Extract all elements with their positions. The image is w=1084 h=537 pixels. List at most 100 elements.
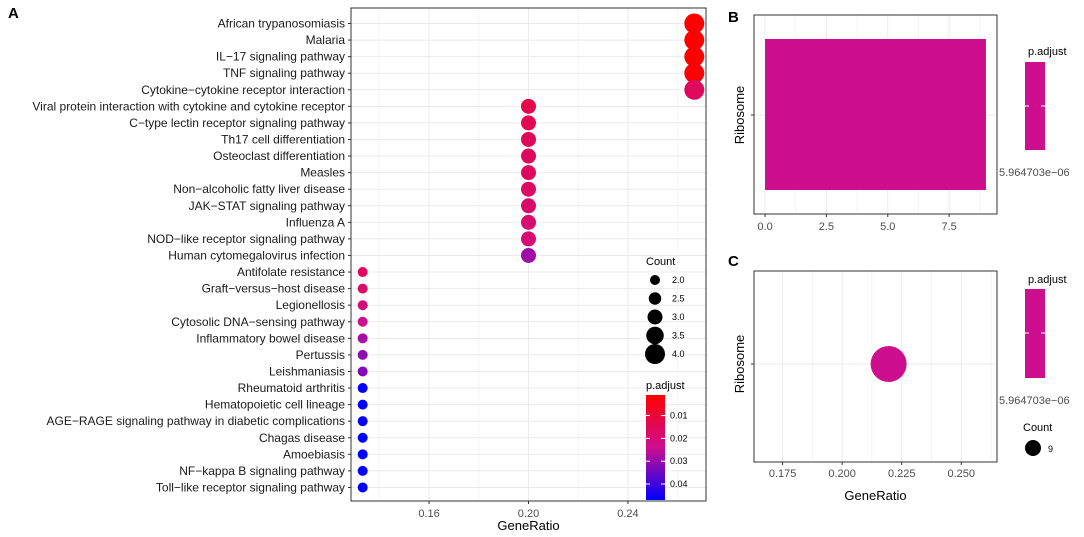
panel-c-border xyxy=(753,270,998,463)
panel-a-point xyxy=(521,231,536,247)
panel-c-x-tick-label: 0.250 xyxy=(947,468,975,480)
panel-a-point xyxy=(357,283,368,294)
panel-a-point xyxy=(357,316,368,327)
panel-a-count-legend-label: 2.0 xyxy=(672,275,685,285)
panel-b-x-tick-label: 2.5 xyxy=(819,221,834,233)
panel-a-x-tick-label: 0.16 xyxy=(418,508,439,520)
panel-c-count-legend-title: Count xyxy=(1023,422,1052,434)
panel-a-point xyxy=(357,416,368,427)
panel-a-point xyxy=(684,13,705,34)
panel-a-point xyxy=(684,63,705,84)
panel-c-padjust-legend-label: 5.964703e−06 xyxy=(999,395,1070,407)
panel-b-letter: B xyxy=(728,9,739,26)
panel-a-category-label: Malaria xyxy=(306,33,346,47)
panel-a-padjust-colorbar xyxy=(646,395,665,500)
panel-b-bar xyxy=(765,39,986,190)
panel-a-padjust-legend-label: 0.02 xyxy=(670,433,688,443)
panel-b-x-tick-label: 0.0 xyxy=(757,221,772,233)
panel-a-category-label: TNF signaling pathway xyxy=(223,66,345,80)
panel-a-category-label: Viral protein interaction with cytokine … xyxy=(32,99,345,113)
panel-c-point xyxy=(870,346,907,382)
panel-a-category-label: Amoebiasis xyxy=(283,447,345,461)
panel-a-point xyxy=(521,247,536,263)
panel-a-category-label: Non−alcoholic fatty liver disease xyxy=(173,182,345,196)
panel-a-point xyxy=(357,449,368,460)
panel-b-padjust-legend-title: p.adjust xyxy=(1028,46,1067,58)
panel-a-category-label: Human cytomegalovirus infection xyxy=(168,248,345,262)
panel-a-x-tick-label: 0.20 xyxy=(518,508,539,520)
panel-a-category-label: Toll−like receptor signaling pathway xyxy=(156,480,345,494)
panel-a-padjust-legend-label: 0.04 xyxy=(670,479,688,489)
panel-a-padjust-legend-label: 0.01 xyxy=(670,411,688,421)
panel-a-count-legend-label: 3.5 xyxy=(672,331,685,341)
panel-a-point xyxy=(521,98,536,114)
panel-a-count-legend-label: 4.0 xyxy=(672,349,685,359)
panel-a-point xyxy=(357,432,368,443)
panel-a-point xyxy=(521,181,536,197)
panel-c-dotplot: Ribosome 0.175 0.200 0.225 0.250 GeneRatio p.a… xyxy=(732,270,1070,503)
panel-a-point xyxy=(357,399,368,410)
panel-a-count-legend-dot xyxy=(648,292,662,305)
panel-a-padjust-legend-title: p.adjust xyxy=(646,380,685,392)
panel-a-x-axis-title: GeneRatio xyxy=(497,518,559,533)
panel-a-category-label: African trypanosomiasis xyxy=(218,17,345,31)
panel-c-count-legend-dot xyxy=(1025,440,1041,456)
panel-a-category-label: JAK−STAT signaling pathway xyxy=(189,199,345,213)
panel-a-count-legend-dot xyxy=(645,344,665,364)
panel-a-count-legend-dot xyxy=(647,309,663,325)
panel-c-x-tick-label: 0.175 xyxy=(769,468,797,480)
panel-a-point xyxy=(684,30,705,51)
panel-a-point xyxy=(521,165,536,181)
panel-a-point xyxy=(521,214,536,230)
panel-a-count-legend-dot xyxy=(650,275,660,285)
panel-c-x-axis-title: GeneRatio xyxy=(844,488,906,503)
panel-b-barplot: Ribosome 0.0 2.5 5.0 7.5 p.adjust 5.964703e−06 xyxy=(732,14,1070,233)
panel-b-padjust-legend-label: 5.964703e−06 xyxy=(999,167,1070,179)
panel-c-x-tick-label: 0.225 xyxy=(888,468,916,480)
panel-c-x-tick-label: 0.200 xyxy=(828,468,856,480)
panel-a-count-legend-label: 2.5 xyxy=(672,294,685,304)
panel-a-x-tick-label: 0.24 xyxy=(617,508,638,520)
panel-b-x-tick-label: 7.5 xyxy=(941,221,956,233)
panel-a-point xyxy=(357,482,368,493)
panel-c-padjust-colorbar xyxy=(1025,289,1045,378)
panel-a-point xyxy=(684,79,705,100)
panel-a-point xyxy=(357,333,368,344)
panel-a-category-label: Cytokine−cytokine receptor interaction xyxy=(141,83,345,97)
panel-a-category-label: Hematopoietic cell lineage xyxy=(205,398,345,412)
panel-b-x-tick-label: 5.0 xyxy=(880,221,895,233)
panel-a-category-label: Influenza A xyxy=(286,215,345,229)
panel-a-category-label: Pertussis xyxy=(296,348,345,362)
panel-a-point xyxy=(521,148,536,164)
panel-a-count-legend-dot xyxy=(646,326,664,345)
panel-c-count-legend-label: 9 xyxy=(1048,444,1053,454)
panel-a-category-label: Osteoclast differentiation xyxy=(213,149,345,163)
panel-a-category-label: AGE−RAGE signaling pathway in diabetic c… xyxy=(47,414,346,428)
panel-a-dotplot: African trypanosomiasis Malaria IL−17 sign… xyxy=(32,7,707,533)
panel-a-category-label: Legionellosis xyxy=(276,298,345,312)
panel-a-category-label: C−type lectin receptor signaling pathway xyxy=(129,116,345,130)
panel-a-point xyxy=(357,349,368,360)
panel-a-category-label: Th17 cell differentiation xyxy=(221,132,345,146)
panel-c-padjust-legend-title: p.adjust xyxy=(1028,274,1067,286)
panel-a-category-label: Measles xyxy=(300,166,345,180)
panel-a-point xyxy=(357,366,368,377)
panel-a-category-label: Chagas disease xyxy=(259,431,345,445)
panel-a-category-label: Cytosolic DNA−sensing pathway xyxy=(171,315,345,329)
panel-a-point xyxy=(357,267,368,278)
panel-c-y-axis-label: Ribosome xyxy=(732,335,747,394)
panel-a-category-label: NF−kappa B signaling pathway xyxy=(179,464,345,478)
panel-a-point xyxy=(521,115,536,131)
panel-a-category-label: Graft−versus−host disease xyxy=(202,282,346,296)
panel-b-padjust-colorbar xyxy=(1025,62,1045,150)
panel-a-count-legend-label: 3.0 xyxy=(672,312,685,322)
panel-a-category-label: Leishmaniasis xyxy=(269,364,345,378)
panel-a-padjust-legend-label: 0.03 xyxy=(670,456,688,466)
panel-a-point xyxy=(357,300,368,311)
panel-a-category-label: NOD−like receptor signaling pathway xyxy=(147,232,345,246)
panel-a-count-legend-title: Count xyxy=(646,256,675,268)
panel-a-category-label: IL−17 signaling pathway xyxy=(216,50,345,64)
panel-a-point xyxy=(521,131,536,147)
panel-a-point xyxy=(521,198,536,214)
